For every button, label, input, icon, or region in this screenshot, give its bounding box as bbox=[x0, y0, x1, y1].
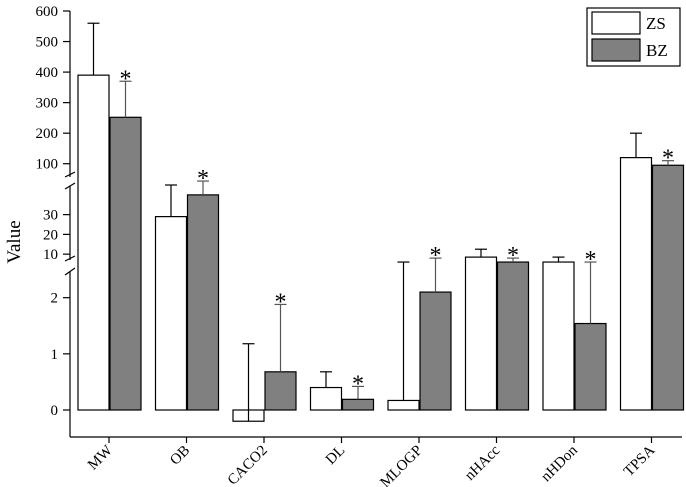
y-tick-label: 600 bbox=[36, 4, 59, 20]
significance-star: * bbox=[197, 166, 209, 192]
y-tick-label: 2 bbox=[51, 291, 59, 307]
axis-break-mark bbox=[64, 267, 76, 276]
y-axis: 0 1 2 10 20 30 100 200 300 400 500 600 bbox=[36, 4, 76, 437]
legend-swatch-zs bbox=[591, 11, 641, 35]
axis-break-mark bbox=[64, 255, 76, 262]
bar-bz-dl bbox=[341, 398, 375, 411]
bar-bz-tpsa bbox=[651, 164, 685, 411]
bar-zs-dl bbox=[309, 386, 343, 411]
bar-bz-nhdon bbox=[574, 322, 607, 411]
y-tick-label: 30 bbox=[43, 208, 58, 224]
x-tick-label: TPSA bbox=[621, 442, 658, 479]
x-tick-label: CACO2 bbox=[225, 443, 271, 487]
bar-bz-caco2 bbox=[264, 371, 297, 411]
x-tick-label: nHAcc bbox=[462, 442, 504, 484]
bar-bz-nhacc bbox=[496, 261, 530, 411]
x-tick-label: MLOGP bbox=[377, 443, 425, 487]
y-axis-title: Value bbox=[4, 220, 25, 263]
bar-bz-ob bbox=[186, 194, 220, 411]
legend: ZS BZ bbox=[586, 7, 681, 67]
bar-zs-nhdon bbox=[542, 261, 575, 411]
y-tick-label: 100 bbox=[36, 157, 59, 173]
significance-star: * bbox=[585, 247, 597, 273]
significance-star: * bbox=[662, 146, 674, 172]
x-tick-label: OB bbox=[167, 443, 193, 469]
bar-bz-mlogp bbox=[419, 291, 452, 411]
significance-star: * bbox=[352, 371, 364, 397]
y-tick-label: 0 bbox=[51, 403, 59, 419]
y-tick-label: 200 bbox=[36, 126, 59, 142]
y-tick-label: 300 bbox=[36, 96, 59, 112]
y-tick-label: 500 bbox=[36, 35, 59, 51]
legend-label-bz: BZ bbox=[646, 41, 668, 60]
x-tick-label: DL bbox=[323, 443, 348, 468]
significance-markers: * * * * * * * * bbox=[120, 66, 675, 397]
error-bars-layer bbox=[87, 22, 674, 422]
significance-star: * bbox=[120, 66, 132, 92]
bar-zs-mlogp bbox=[387, 399, 420, 411]
y-tick-label: 400 bbox=[36, 65, 59, 81]
x-tick-label: MW bbox=[85, 442, 116, 473]
legend-swatch-bz bbox=[591, 38, 641, 62]
significance-star: * bbox=[275, 289, 287, 315]
axis-break-mark bbox=[64, 182, 76, 190]
bar-zs-tpsa bbox=[619, 157, 653, 411]
y-tick-label: 10 bbox=[43, 247, 58, 263]
significance-star: * bbox=[507, 243, 519, 269]
x-tick-label: nHDon bbox=[538, 442, 581, 485]
bar-zs-mw bbox=[77, 74, 110, 411]
bar-zs-ob bbox=[154, 216, 188, 411]
y-tick-label: 20 bbox=[43, 227, 58, 243]
y-tick-label: 1 bbox=[51, 347, 59, 363]
bar-zs-nhacc bbox=[464, 256, 498, 411]
significance-star: * bbox=[430, 243, 442, 269]
bar-bz-mw bbox=[109, 116, 142, 411]
axis-break-mark bbox=[64, 171, 76, 178]
legend-label-zs: ZS bbox=[646, 14, 666, 33]
x-axis: MW OB CACO2 DL MLOGP nHAcc nHDon TPSA bbox=[70, 436, 682, 487]
